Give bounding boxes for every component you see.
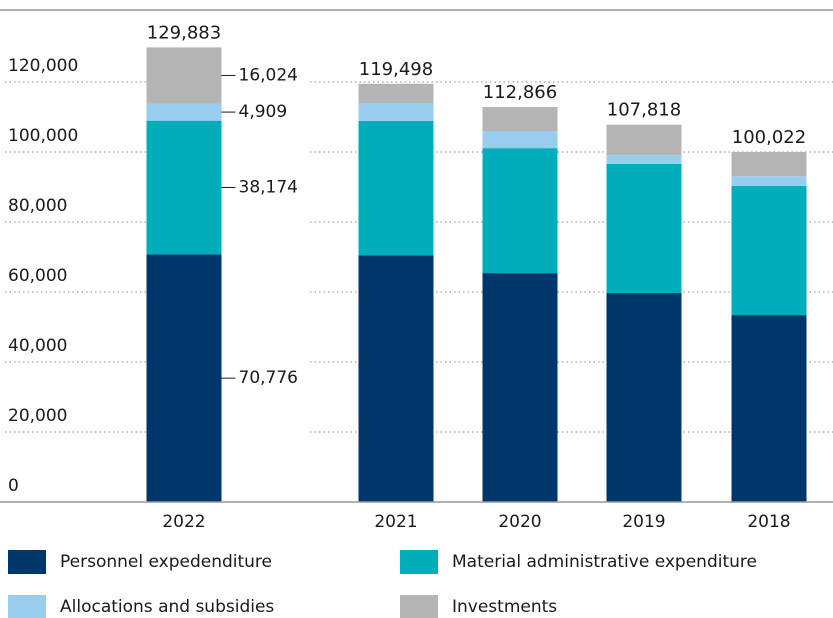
- bar-segment: [731, 315, 807, 502]
- legend-label: Allocations and subsidies: [60, 597, 274, 617]
- bar-segment: [606, 293, 682, 502]
- bar-segment: [731, 151, 807, 177]
- segment-label: 4,909: [239, 102, 288, 122]
- bar-segment: [146, 254, 222, 502]
- bar-segment: [731, 176, 807, 186]
- y-tick-label: 60,000: [8, 266, 67, 286]
- legend-swatch: [400, 550, 438, 574]
- y-tick-label: 100,000: [8, 126, 78, 146]
- y-tick-label: 80,000: [8, 196, 67, 216]
- total-label: 129,883: [147, 22, 221, 43]
- x-tick-label: 2022: [162, 512, 205, 532]
- bar-segment: [146, 120, 222, 255]
- bar-segment: [482, 148, 558, 274]
- bar-segment: [358, 120, 434, 256]
- legend-label: Personnel expedenditure: [60, 552, 272, 572]
- x-tick-label: 2019: [622, 512, 665, 532]
- x-tick-label: 2020: [498, 512, 541, 532]
- total-label: 107,818: [607, 100, 681, 121]
- segment-label: 16,024: [239, 65, 298, 85]
- legend-swatch: [400, 595, 438, 618]
- legend-label: Investments: [452, 597, 557, 617]
- legend-swatch: [8, 595, 46, 618]
- bar-segment: [482, 106, 558, 131]
- x-tick-label: 2021: [374, 512, 417, 532]
- bar-segment: [358, 255, 434, 502]
- x-tick-label: 2018: [747, 512, 790, 532]
- total-label: 119,498: [359, 59, 433, 80]
- segment-label: 38,174: [239, 177, 298, 197]
- y-tick-label: 0: [8, 476, 19, 496]
- bar-segment: [358, 103, 434, 121]
- total-label: 100,022: [732, 127, 806, 148]
- bar-segment: [358, 83, 434, 103]
- y-tick-label: 20,000: [8, 406, 67, 426]
- total-label: 112,866: [483, 82, 557, 103]
- bar-segment: [606, 163, 682, 294]
- bar-segment: [731, 185, 807, 316]
- legend-label: Material administrative expenditure: [452, 552, 757, 572]
- segment-label: 70,776: [239, 368, 298, 388]
- y-tick-label: 40,000: [8, 336, 67, 356]
- legend-swatch: [8, 550, 46, 574]
- bar-segment: [482, 131, 558, 149]
- y-tick-label: 120,000: [8, 56, 78, 76]
- bar-segment: [606, 124, 682, 156]
- bar-segment: [482, 273, 558, 502]
- bar-segment: [606, 155, 682, 164]
- bar-segment: [146, 47, 222, 104]
- bar-segment: [146, 103, 222, 121]
